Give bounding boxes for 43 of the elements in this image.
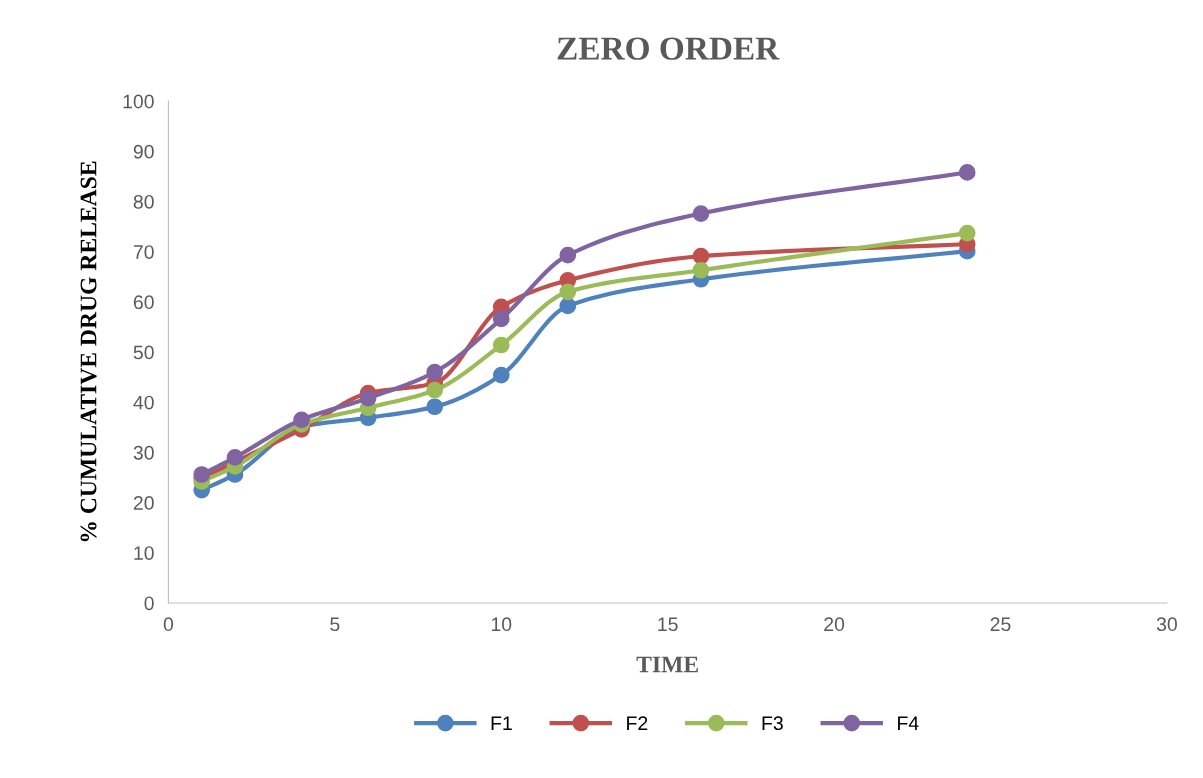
x-tick-label: 15 xyxy=(658,617,678,632)
point xyxy=(359,389,377,407)
point xyxy=(226,449,244,466)
point xyxy=(958,164,976,181)
point xyxy=(293,411,310,429)
point xyxy=(193,466,211,483)
y-tick-label: 20 xyxy=(133,496,154,510)
legend-label: F4 xyxy=(898,716,919,730)
y-tick-label: 80 xyxy=(133,194,154,209)
point xyxy=(426,381,444,399)
y-axis-title: % CUMULATIVE DRUG RELEASE xyxy=(80,161,97,542)
point xyxy=(958,224,976,242)
point xyxy=(559,297,577,315)
y-tick-label: 100 xyxy=(123,94,154,109)
point xyxy=(492,336,510,354)
x-tick-label: 0 xyxy=(163,617,174,632)
y-tick-label: 0 xyxy=(144,596,154,611)
point xyxy=(492,310,510,328)
x-axis-title: TIME xyxy=(636,656,698,673)
y-tick-label: 70 xyxy=(133,245,154,259)
point xyxy=(692,247,710,265)
y-tick-label: 90 xyxy=(133,144,154,159)
y-tick-label: 40 xyxy=(133,395,154,410)
y-tick-label: 10 xyxy=(134,546,154,561)
point xyxy=(559,246,577,264)
point xyxy=(559,283,577,301)
point xyxy=(426,398,444,416)
y-tick-label: 60 xyxy=(133,295,154,310)
x-tick-label: 25 xyxy=(990,617,1011,632)
legend-label: F3 xyxy=(762,716,783,731)
chart-title: ZERO ORDER xyxy=(557,37,780,60)
y-tick-label: 30 xyxy=(133,445,154,460)
y-tick-label: 50 xyxy=(133,345,154,360)
x-tick-label: 10 xyxy=(491,617,512,632)
point xyxy=(492,366,510,384)
x-tick-label: 5 xyxy=(330,617,340,632)
point xyxy=(692,205,710,222)
x-tick-label: 30 xyxy=(1156,617,1177,632)
point xyxy=(426,363,444,381)
point xyxy=(692,261,710,279)
x-tick-label: 20 xyxy=(824,617,845,632)
legend-label: F1 xyxy=(491,716,512,730)
legend-label: F2 xyxy=(627,716,648,730)
